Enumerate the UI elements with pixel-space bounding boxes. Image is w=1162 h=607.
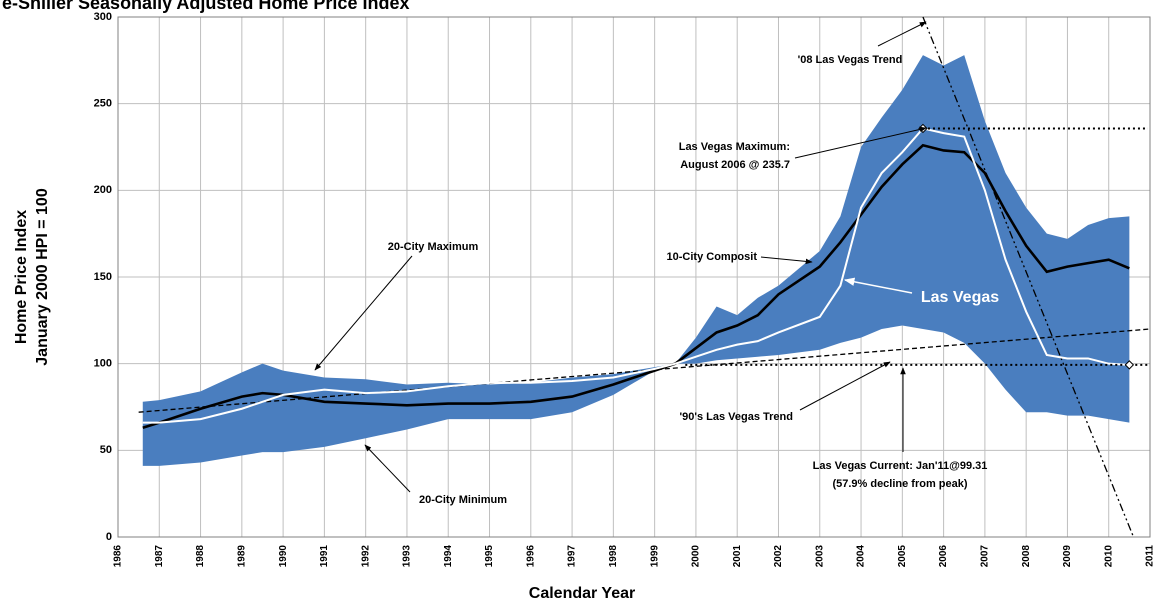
x-tick-label: 2007 — [980, 545, 991, 568]
x-tick-label: 1986 — [113, 545, 124, 568]
chart-title: e-Shiller Seasonally Adjusted Home Price… — [2, 0, 409, 13]
y-tick-label: 250 — [94, 98, 112, 110]
y-tick-label: 200 — [94, 184, 112, 196]
annotation-arrow — [843, 277, 913, 294]
x-tick-label: 2003 — [814, 545, 825, 568]
x-tick-label: 1998 — [608, 545, 619, 568]
y-axis-label: Home Price Index — [13, 210, 30, 344]
x-tick-label: 2011 — [1145, 545, 1156, 567]
annotation: Las Vegas Current: Jan'11@99.31 — [813, 460, 988, 472]
annotation: Las Vegas Maximum: — [679, 141, 790, 153]
annotation: '90's Las Vegas Trend — [680, 411, 793, 423]
x-tick-label: 1997 — [567, 545, 578, 568]
x-tick-label: 1989 — [236, 545, 247, 568]
series-line — [142, 127, 1130, 424]
x-tick-label: 2002 — [773, 545, 784, 568]
annotation-arrow — [314, 255, 413, 371]
x-tick-label: 2009 — [1062, 545, 1073, 568]
x-tick-label: 1994 — [443, 545, 454, 568]
x-tick-label: 1996 — [525, 545, 536, 568]
y-tick-label: 300 — [94, 11, 112, 23]
y-tick-label: 150 — [94, 271, 112, 283]
annotation: Las Vegas — [921, 289, 999, 306]
annotation: (57.9% decline from peak) — [832, 478, 967, 490]
annotation: August 2006 @ 235.7 — [680, 159, 790, 171]
plot-frame — [117, 16, 1151, 538]
y-axis-label: January 2000 HPI = 100 — [34, 188, 51, 366]
x-tick-label: 2005 — [897, 545, 908, 568]
x-tick-label: 1988 — [195, 545, 206, 568]
series-line — [142, 143, 1130, 430]
x-tick-label: 1987 — [154, 545, 165, 568]
annotation: 20-City Minimum — [419, 494, 507, 506]
annotation-arrow — [794, 126, 927, 159]
y-tick-label: 100 — [94, 358, 112, 370]
x-tick-label: 1999 — [649, 545, 660, 568]
annotation: '08 Las Vegas Trend — [798, 54, 903, 66]
x-tick-label: 2001 — [732, 545, 743, 568]
x-tick-label: 1995 — [484, 545, 495, 568]
range-band — [142, 55, 1130, 466]
annotation: 20-City Maximum — [388, 241, 479, 253]
x-tick-label: 2010 — [1103, 545, 1114, 568]
annotation-arrow — [799, 361, 891, 411]
x-tick-label: 2004 — [856, 545, 867, 568]
trend-line — [922, 16, 1135, 538]
annotation-arrow — [760, 256, 813, 265]
annotation-arrow — [877, 21, 927, 47]
x-tick-label: 2000 — [691, 545, 702, 568]
x-tick-label: 2008 — [1021, 545, 1032, 568]
x-tick-label: 2006 — [938, 545, 949, 568]
annotation: 10-City Composit — [667, 251, 758, 263]
y-tick-label: 50 — [100, 444, 112, 456]
annotation-arrow — [364, 444, 411, 493]
x-tick-label: 1991 — [319, 545, 330, 568]
x-tick-label: 1990 — [278, 545, 289, 568]
x-tick-label: 1993 — [402, 545, 413, 568]
y-tick-label: 0 — [106, 531, 112, 543]
x-tick-label: 1992 — [360, 545, 371, 568]
x-axis-label: Calendar Year — [529, 585, 635, 602]
point-marker — [1124, 360, 1135, 370]
